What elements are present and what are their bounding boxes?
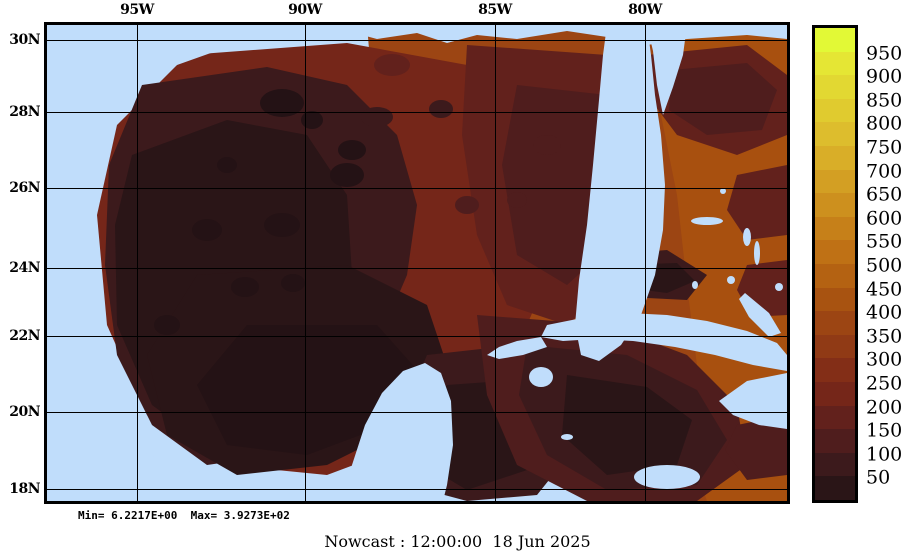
- lon-tick-label: 95W: [120, 2, 154, 18]
- colorbar-band: [815, 452, 855, 477]
- colorbar-tick-label: 700: [866, 160, 903, 183]
- lat-tick-label: 20N: [9, 404, 40, 420]
- gridline-lat-22n: [47, 336, 787, 337]
- gridline-lat-26n: [47, 188, 787, 189]
- colorbar-tick-label: 600: [866, 207, 903, 230]
- colorbar-tick-label: 350: [866, 325, 903, 348]
- colorbar-band: [815, 358, 855, 382]
- colorbar-tick-label: 450: [866, 278, 903, 301]
- colorbar-tick-label: 750: [866, 136, 903, 159]
- colorbar-band: [815, 381, 855, 406]
- gridline-lon-90w: [305, 25, 306, 501]
- gridline-lat-28n: [47, 112, 787, 113]
- colorbar-band: [815, 287, 855, 312]
- lat-tick-label: 24N: [9, 260, 40, 276]
- colorbar-band: [815, 51, 855, 76]
- colorbar-tick-label: 950: [866, 42, 903, 65]
- colorbar-band: [815, 98, 855, 123]
- gridline-lat-24n: [47, 268, 787, 269]
- colorbar-band: [815, 476, 855, 500]
- colorbar-tick-label: 650: [866, 183, 903, 206]
- colorbar-band: [815, 429, 855, 453]
- colorbar-band: [815, 145, 855, 170]
- lat-tick-label: 22N: [9, 328, 40, 344]
- colorbar-band: [815, 28, 855, 52]
- lon-tick-label: 85W: [478, 2, 512, 18]
- colorbar-band: [815, 263, 855, 288]
- lat-tick-label: 26N: [9, 180, 40, 196]
- lon-tick-label: 80W: [628, 2, 662, 18]
- colorbar-band: [815, 216, 855, 241]
- field-svg: [47, 25, 787, 501]
- gridline-lat-18n: [47, 489, 787, 490]
- colorbar-band: [815, 240, 855, 264]
- colorbar-tick-label: 250: [866, 372, 903, 395]
- lat-tick-label: 30N: [9, 32, 40, 48]
- colorbar-band: [815, 311, 855, 335]
- colorbar-tick-label: 400: [866, 301, 903, 324]
- colorbar-tick-label: 850: [866, 89, 903, 112]
- colorbar-tick-label: 900: [866, 65, 903, 88]
- colorbar-tick-label: 150: [866, 419, 903, 442]
- colorbar-band: [815, 405, 855, 430]
- colorbar-tick-label: 200: [866, 396, 903, 419]
- lon-tick-label: 90W: [288, 2, 322, 18]
- colorbar-tick-label: 550: [866, 230, 903, 253]
- map-plot: [44, 22, 790, 504]
- colorbar-band: [815, 193, 855, 217]
- lat-tick-label: 18N: [9, 481, 40, 497]
- colorbar-tick-label: 500: [866, 254, 903, 277]
- colorbar: [812, 25, 858, 503]
- colorbar-band: [815, 169, 855, 194]
- colorbar-band: [815, 334, 855, 359]
- ocean-field-raster: [47, 25, 787, 501]
- minmax-annotation: Min= 6.2217E+00 Max= 3.9273E+02: [78, 509, 290, 522]
- gridline-lon-95w: [137, 25, 138, 501]
- colorbar-band: [815, 75, 855, 99]
- gridline-lon-85w: [495, 25, 496, 501]
- colorbar-tick-label: 300: [866, 348, 903, 371]
- gridline-lon-80w: [645, 25, 646, 501]
- figure-caption: Nowcast : 12:00:00 18 Jun 2025: [324, 532, 591, 551]
- colorbar-tick-label: 800: [866, 112, 903, 135]
- lat-tick-label: 28N: [9, 104, 40, 120]
- gridline-lat-20n: [47, 412, 787, 413]
- gridline-lat-30n: [47, 40, 787, 41]
- colorbar-band: [815, 122, 855, 146]
- colorbar-tick-label: 50: [866, 466, 891, 489]
- colorbar-tick-label: 100: [866, 443, 903, 466]
- colorbar-tick-labels: 950 900 850 800 750 700 650 600 550 500 450 400 350 3…: [866, 25, 915, 503]
